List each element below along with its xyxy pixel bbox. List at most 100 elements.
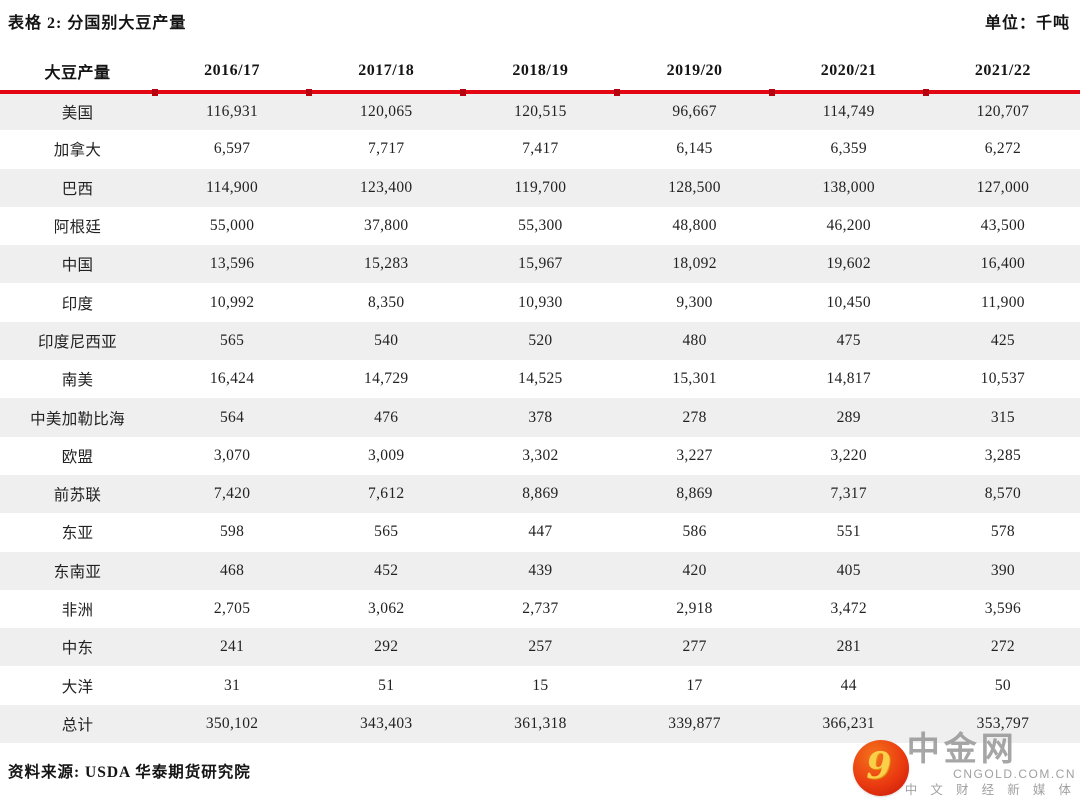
value-cell: 564 <box>220 408 245 426</box>
value-cell: 3,472 <box>830 600 867 617</box>
row-label: 中东 <box>61 640 94 658</box>
header-row: 大豆产量 2016/17 2017/18 2018/19 2019/20 2020/21 2… <box>0 52 1080 94</box>
table-header: 大豆产量 2016/17 2017/18 2018/19 2019/20 2020/21 2… <box>0 52 1080 94</box>
row-label: 中国 <box>61 257 94 275</box>
table-row: 总计 350,102 343,403 361,318 339,877 366,231 353… <box>0 704 1080 744</box>
value-cell: 44 <box>840 676 857 694</box>
value-cell: 292 <box>374 638 399 656</box>
table-row: 大洋 31 51 15 17 44 50 <box>0 666 1080 705</box>
value-cell: 480 <box>682 331 707 349</box>
production-table: 大豆产量 2016/17 2017/18 2018/19 2019/20 2020/21 2… <box>0 52 1080 744</box>
value-cell: 10,450 <box>826 293 871 311</box>
value-cell: 55,300 <box>518 217 563 235</box>
value-cell: 3,302 <box>522 446 559 464</box>
value-cell: 43,500 <box>980 217 1026 235</box>
value-cell: 3,062 <box>368 600 405 617</box>
value-cell: 361,318 <box>514 714 567 732</box>
value-cell: 37,800 <box>364 217 409 235</box>
value-cell: 439 <box>528 561 553 579</box>
row-label: 大洋 <box>61 678 94 696</box>
row-label: 美国 <box>61 105 94 123</box>
row-label: 中美加勒比海 <box>30 410 125 428</box>
logo-text: 中金网 CNGOLD.COM.CN 中 文 财 经 新 媒 体 <box>905 733 1076 798</box>
value-cell: 378 <box>528 408 553 426</box>
column-header: 2018/19 <box>463 52 618 94</box>
table-row: 中国 13,596 15,283 15,967 18,092 19,602 16,400 <box>0 245 1080 284</box>
value-cell: 540 <box>374 331 399 349</box>
value-cell: 114,749 <box>822 103 875 121</box>
value-cell: 565 <box>220 331 245 349</box>
value-cell: 123,400 <box>359 178 413 196</box>
column-separator-tick <box>614 89 620 96</box>
value-cell: 3,285 <box>984 446 1022 464</box>
value-cell: 18,092 <box>672 255 717 273</box>
table-body: 美国 116,931 120,065 120,515 96,667 114,749 120,… <box>0 92 1080 744</box>
value-cell: 475 <box>836 331 861 349</box>
column-separator-tick <box>306 89 312 96</box>
value-cell: 425 <box>990 331 1015 349</box>
value-cell: 116,931 <box>206 103 259 121</box>
row-label: 东南亚 <box>53 563 102 581</box>
value-cell: 390 <box>990 561 1015 579</box>
cngold-watermark: 9 中金网 CNGOLD.COM.CN 中 文 财 经 新 媒 体 <box>852 733 1076 798</box>
value-cell: 31 <box>224 676 241 694</box>
value-cell: 8,869 <box>522 485 559 503</box>
row-label: 加拿大 <box>53 142 102 160</box>
gold-swirl-icon: 9 <box>866 745 892 788</box>
value-cell: 281 <box>836 638 861 656</box>
value-cell: 366,231 <box>822 714 875 732</box>
value-cell: 7,717 <box>368 140 405 158</box>
value-cell: 452 <box>374 561 399 579</box>
value-cell: 241 <box>220 638 245 656</box>
value-cell: 3,009 <box>368 446 405 464</box>
logo-name: 中金网 <box>906 731 1018 768</box>
value-cell: 15,283 <box>364 255 409 273</box>
table-row: 美国 116,931 120,065 120,515 96,667 114,749 120,… <box>0 92 1080 131</box>
value-cell: 2,705 <box>213 600 251 617</box>
value-cell: 16,400 <box>980 255 1026 273</box>
value-cell: 96,667 <box>672 103 717 121</box>
value-cell: 468 <box>220 561 245 579</box>
value-cell: 138,000 <box>822 178 875 196</box>
table-row: 巴西 114,900 123,400 119,700 128,500 138,000 127… <box>0 168 1080 207</box>
value-cell: 278 <box>682 408 707 426</box>
value-cell: 257 <box>528 638 553 656</box>
value-cell: 565 <box>374 523 399 541</box>
value-cell: 114,900 <box>206 178 259 196</box>
value-cell: 8,570 <box>984 485 1022 503</box>
value-cell: 2,918 <box>676 600 713 617</box>
value-cell: 3,070 <box>213 446 251 464</box>
table-row: 南美 16,424 14,729 14,525 15,301 14,817 10,537 <box>0 360 1080 399</box>
value-cell: 420 <box>682 561 707 579</box>
value-cell: 19,602 <box>826 255 871 273</box>
row-label: 前苏联 <box>53 487 102 505</box>
value-cell: 3,227 <box>676 446 713 464</box>
table-row: 中东 241 292 257 277 281 272 <box>0 628 1080 667</box>
value-cell: 586 <box>682 523 707 541</box>
value-cell: 7,612 <box>368 485 405 503</box>
value-cell: 15,301 <box>672 370 717 388</box>
row-label: 非洲 <box>61 602 94 619</box>
table-row: 非洲 2,705 3,062 2,737 2,918 3,472 3,596 <box>0 589 1080 629</box>
table-row: 东南亚 468 452 439 420 405 390 <box>0 551 1080 590</box>
value-cell: 10,992 <box>209 293 255 311</box>
column-separator-tick <box>460 89 466 96</box>
value-cell: 2,737 <box>522 600 559 617</box>
row-label: 巴西 <box>61 180 94 198</box>
value-cell: 10,930 <box>518 293 563 311</box>
value-cell: 50 <box>994 676 1011 694</box>
value-cell: 6,145 <box>676 140 713 158</box>
value-cell: 339,877 <box>668 714 721 732</box>
value-cell: 120,707 <box>976 103 1030 121</box>
value-cell: 520 <box>528 331 553 349</box>
value-cell: 289 <box>836 408 861 426</box>
value-cell: 127,000 <box>976 178 1030 196</box>
value-cell: 14,817 <box>826 370 871 388</box>
value-cell: 350,102 <box>205 714 259 732</box>
value-cell: 6,359 <box>830 140 867 158</box>
table-row: 印度尼西亚 565 540 520 480 475 425 <box>0 321 1080 361</box>
unit-label: 单位：千吨 <box>984 15 1070 32</box>
value-cell: 48,800 <box>672 217 717 235</box>
value-cell: 7,317 <box>830 485 867 503</box>
value-cell: 51 <box>378 676 395 694</box>
